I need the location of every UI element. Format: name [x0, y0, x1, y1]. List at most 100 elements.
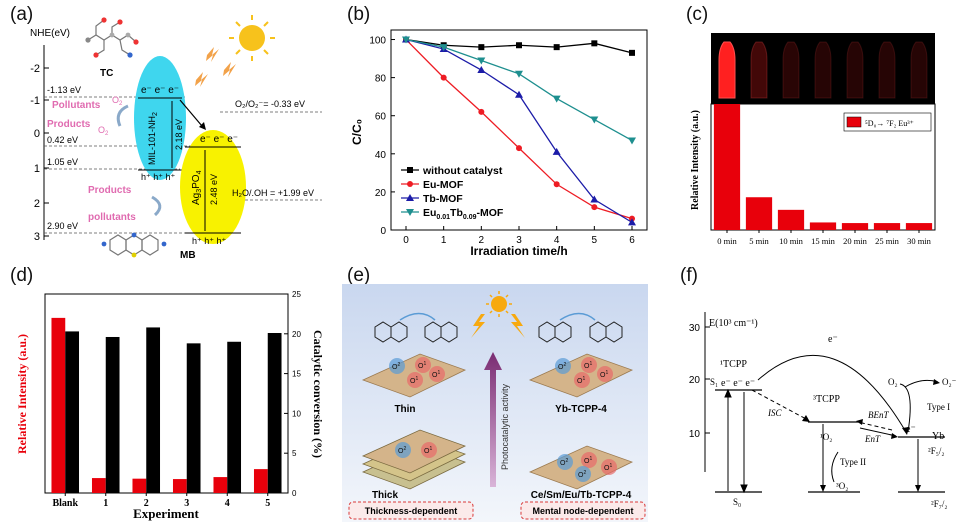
level-value: 2.90 eV: [47, 221, 78, 231]
panel-c-legend-box: [843, 112, 932, 132]
x-tick-label: 15 min: [811, 236, 836, 246]
panel-a-tick: -1: [30, 95, 40, 107]
intensity-bar: [51, 317, 66, 493]
panel-d-bar-chart: Blank 1 2 3 4 5 0 5 10 15 20 25 Experiment Relative…: [15, 290, 325, 521]
sun-icon: [229, 15, 275, 61]
o2-triplet-label: ³O₂: [836, 481, 848, 491]
ag-name: Ag3PO4: [191, 170, 203, 205]
panel-e-diagram: O2 O1 O1 O1 Thin O2 O1 O1 O1 Yb-TCPP-4 O…: [342, 284, 648, 522]
y-tick-label: 60: [375, 112, 387, 123]
node-dependent-box: [520, 501, 646, 520]
conversion-bar: [186, 343, 201, 493]
svg-text:O1: O1: [424, 446, 432, 455]
right-tick-label: 0: [292, 489, 297, 498]
o2-label: O₂: [888, 377, 898, 387]
thin-species-labels: O2 O1 O1 O1: [392, 361, 440, 385]
series-line-1: [405, 39, 633, 220]
svg-text:O2: O2: [578, 470, 586, 479]
panel-b-label: (b): [347, 4, 371, 25]
mof-gap: 2.18 eV: [174, 119, 184, 150]
panel-a-tick: 3: [34, 231, 40, 243]
ent-arrow: [859, 427, 897, 437]
legend-marker: [406, 209, 414, 216]
s-transition-arrows: [724, 388, 748, 494]
mof-holes: h⁺ h⁺ h⁺: [141, 172, 176, 182]
intensity-bar: [132, 478, 147, 493]
data-point: [553, 181, 560, 188]
data-point: [629, 49, 635, 56]
data-point: [590, 116, 599, 124]
bar: [713, 104, 741, 230]
intensity-bar: [91, 478, 106, 493]
data-point: [516, 42, 522, 49]
legend-marker: [406, 194, 414, 201]
panel-a-levels: -1.13 eV 0.42 eV 1.05 eV 2.90 eV: [47, 85, 81, 231]
thin-sheet-oxygen: [389, 357, 445, 388]
tcpp3-label: ³TCPP: [813, 394, 840, 405]
data-point: [440, 74, 447, 81]
panel-a: (a) NHE(eV) -2 -1 0 1 2 3 -1.13 eV 0.42 …: [0, 0, 325, 262]
legend-entry: Tb-MOF: [423, 193, 463, 205]
ce-species-labels: O2 O1 O2 O1: [560, 456, 612, 479]
x-tick-label: 5: [265, 498, 270, 509]
level-value: -1.13 eV: [47, 85, 81, 95]
tc-molecule-image: [85, 17, 139, 58]
data-point: [553, 44, 560, 51]
bent-arrow: [857, 421, 893, 431]
products-bottom: Products: [88, 185, 132, 196]
lightning-left-icon: [471, 314, 485, 338]
panel-c-legend-swatch: [846, 116, 862, 128]
data-point: [628, 137, 636, 145]
x-tick-label: 4: [225, 498, 230, 509]
legend-marker: [407, 167, 413, 173]
intensity-bar: [172, 479, 187, 493]
f52-label: ²F₅/₂: [928, 446, 944, 456]
o2-top: O2: [112, 95, 123, 107]
y-tick-label: 20: [375, 188, 387, 199]
thin-label: Thin: [394, 404, 415, 415]
bar: [809, 222, 837, 230]
yb-label: Yb: [932, 431, 944, 442]
vial-glow: [910, 41, 928, 99]
mil-101-nh2-ellipse: [134, 56, 186, 180]
panel-e: (e): [325, 262, 660, 525]
legend-entry: Eu-MOF: [423, 179, 464, 191]
svg-text:O2: O2: [392, 362, 400, 371]
data-point: [402, 36, 410, 44]
type1-label: Type I: [927, 402, 950, 412]
x-tick-label: 0: [403, 235, 409, 246]
ag-gap: 2.48 eV: [209, 174, 219, 205]
mb-molecule-image: [101, 232, 167, 258]
bar: [905, 223, 933, 230]
o2-singlet-label: ¹O₂: [820, 432, 832, 442]
conversion-bar: [227, 341, 242, 493]
data-point: [439, 44, 448, 52]
panel-b: (b) 0 1 2 3 4 5 6 0 20 40 60 80 100 without catalyst…: [325, 0, 660, 262]
vial-photo: [711, 33, 935, 104]
data-point: [515, 70, 523, 78]
ag-holes: h⁺ h⁺ h⁺: [192, 236, 227, 246]
type2-label: Type II: [840, 457, 866, 467]
yb-species-labels: O2 O1 O1 O1: [558, 361, 608, 385]
data-point: [628, 218, 636, 226]
panel-c-ylabel: Relative Intensity (a.u.): [690, 110, 701, 210]
x-tick-label: 1: [103, 498, 108, 509]
type1-curve-b: [904, 379, 939, 388]
panel-f-levels: [715, 389, 945, 493]
vial-glow: [846, 41, 864, 99]
svg-text:O1: O1: [410, 376, 418, 385]
svg-text:O1: O1: [600, 370, 608, 379]
panel-a-tick: 2: [34, 198, 40, 210]
x-tick-label: 3: [516, 235, 522, 246]
data-point: [478, 44, 485, 51]
x-tick-label: 5 min: [749, 236, 769, 246]
panel-c-label: (c): [686, 4, 709, 25]
naphthol-molecule-icon: [374, 321, 572, 343]
products-top: Products: [47, 119, 91, 130]
type1-curve-a: [899, 383, 911, 433]
data-point: [591, 40, 598, 47]
svg-text:O1: O1: [577, 376, 585, 385]
isc-arrow: [751, 389, 809, 421]
panel-c: (c) 0 min 5 min 10 min 15 min 20 min 25 min 30…: [660, 0, 975, 262]
x-tick-label: 3: [184, 498, 189, 509]
